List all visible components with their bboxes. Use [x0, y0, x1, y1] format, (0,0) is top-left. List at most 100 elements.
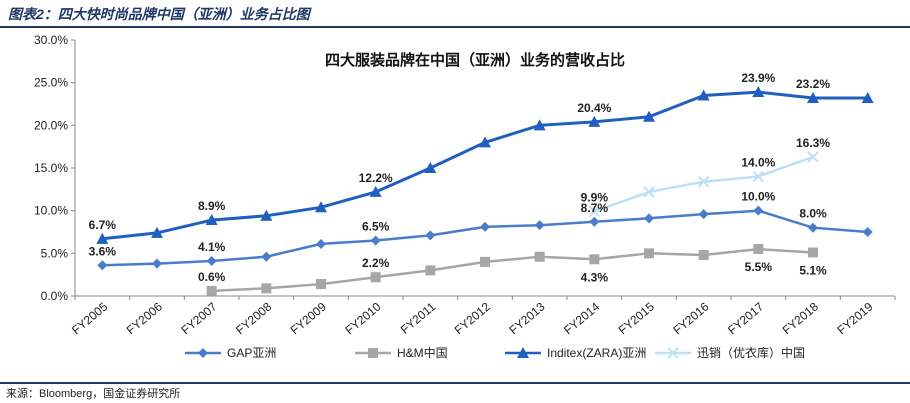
series-3-point: [151, 226, 163, 238]
series-4-point: [697, 175, 710, 188]
series-3-data-label: 12.2%: [359, 171, 393, 185]
legend-item-4: 迅销（优衣库）中国: [655, 345, 805, 360]
series-4-data-label: 16.3%: [796, 136, 830, 150]
series-2-data-label: 5.1%: [799, 263, 827, 277]
series-2-point: [644, 248, 654, 259]
y-tick-label: 15.0%: [34, 161, 68, 175]
series-3-data-label: 23.9%: [741, 71, 775, 85]
marker-stroke: [588, 205, 601, 218]
legend-swatch-marker: [198, 348, 208, 358]
series-2-data-label: 4.3%: [581, 270, 609, 284]
marker-stroke: [807, 151, 819, 163]
y-tick-label: 20.0%: [34, 118, 68, 132]
series-2-point: [589, 254, 600, 265]
series-2-data-label: 0.6%: [198, 270, 226, 284]
series-3-data-label: 8.9%: [198, 199, 226, 213]
series-3-point: [697, 89, 710, 101]
series-3-point: [533, 119, 546, 131]
x-tick-label: FY2013: [506, 299, 547, 337]
chart-data-labels: 3.6% 4.1% 6.5% 8.7% 10.0% 8.0% 0.6% 2.2% 4.3% 5.5…: [89, 71, 831, 284]
series-3-point: [260, 209, 273, 221]
series-1-data-label: 8.7%: [581, 201, 609, 215]
series-3-point: [479, 136, 491, 148]
series-4-data-label: 9.9%: [581, 191, 609, 205]
series-3-point: [643, 110, 655, 122]
x-tick-label: FY2005: [69, 299, 110, 337]
y-tick-label: 25.0%: [34, 76, 68, 90]
series-4-point: [643, 186, 655, 198]
series-3-point: [807, 92, 819, 104]
series-1-point: [862, 227, 873, 237]
series-3-point: [861, 92, 874, 104]
legend-label: 迅销（优衣库）中国: [697, 345, 805, 360]
y-tick-label: 0.0%: [41, 289, 69, 303]
series-2-data-label: 2.2%: [362, 256, 390, 270]
series-2-point: [206, 285, 217, 296]
series-1-point: [808, 222, 818, 233]
series-3-point: [205, 214, 218, 226]
series-1-point: [206, 256, 217, 267]
x-tick-label: FY2018: [780, 299, 821, 337]
y-tick-label: 30.0%: [34, 33, 68, 47]
chart-series: [96, 86, 874, 296]
series-3: [96, 86, 874, 244]
series-4-point: [752, 170, 765, 183]
series-2-point: [480, 256, 490, 267]
series-3-point: [752, 86, 765, 98]
series-2-point: [316, 279, 326, 290]
x-tick-label: FY2019: [834, 299, 875, 337]
series-1-point: [480, 221, 490, 232]
y-tick-label: 10.0%: [34, 204, 68, 218]
series-1-data-label: 4.1%: [198, 240, 226, 254]
series-3-point: [588, 115, 601, 127]
series-2-point: [753, 244, 764, 255]
series-3-point: [424, 162, 437, 173]
series-3-point: [315, 201, 327, 213]
source-note: 来源：Bloomberg，国金证券研究所: [6, 388, 181, 400]
series-1-data-label: 6.5%: [362, 220, 390, 234]
legend-label: Inditex(ZARA)亚洲: [547, 346, 646, 360]
series-1-point: [534, 220, 545, 231]
series-1-point: [370, 235, 381, 246]
series-2-point: [808, 247, 818, 258]
x-tick-label: FY2008: [233, 299, 274, 337]
series-1-data-label: 10.0%: [741, 190, 775, 204]
x-tick-label: FY2009: [288, 299, 329, 337]
top-rule: [0, 26, 910, 28]
series-2: [206, 244, 818, 296]
legend-label: GAP亚洲: [227, 346, 276, 360]
x-tick-label: FY2006: [124, 299, 165, 337]
series-4-line: [593, 155, 814, 213]
series-1-point: [152, 258, 162, 269]
marker-stroke: [697, 175, 710, 188]
series-2-point: [534, 251, 545, 262]
series-4-point: [588, 205, 601, 218]
series-2-point: [370, 272, 381, 283]
series-1-point: [97, 260, 108, 271]
x-tick-label: FY2016: [670, 299, 711, 337]
legend-item-2: H&M中国: [355, 345, 448, 360]
series-4: [588, 151, 819, 218]
series-3-data-label: 6.7%: [89, 218, 117, 232]
series-1-point: [316, 238, 326, 249]
series-1-point: [589, 216, 600, 227]
series-1: [97, 205, 873, 271]
marker-stroke: [667, 347, 679, 359]
legend-swatch-marker: [517, 347, 529, 358]
x-tick-label: FY2010: [342, 299, 383, 337]
chart-legend: GAP亚洲 H&M中国 Inditex(ZARA)亚洲 迅销（优衣库）中国: [185, 345, 805, 360]
x-tick-label: FY2011: [398, 299, 439, 336]
legend-item-3: Inditex(ZARA)亚洲: [505, 346, 646, 360]
y-tick-label: 5.0%: [41, 246, 69, 260]
line-chart: 0.0% 5.0% 10.0% 15.0% 20.0% 25.0% 30.0% FY2005 F…: [34, 33, 896, 360]
series-1-point: [425, 230, 436, 241]
x-tick-label: FY2012: [452, 299, 493, 337]
series-2-point: [425, 265, 436, 276]
x-tick-label: FY2015: [616, 299, 657, 337]
x-tick-label: FY2014: [561, 299, 602, 337]
series-1-point: [698, 209, 709, 220]
marker-stroke: [643, 186, 655, 198]
legend-swatch-marker: [368, 348, 378, 358]
series-2-point: [698, 250, 709, 261]
legend-item-1: GAP亚洲: [185, 346, 276, 360]
